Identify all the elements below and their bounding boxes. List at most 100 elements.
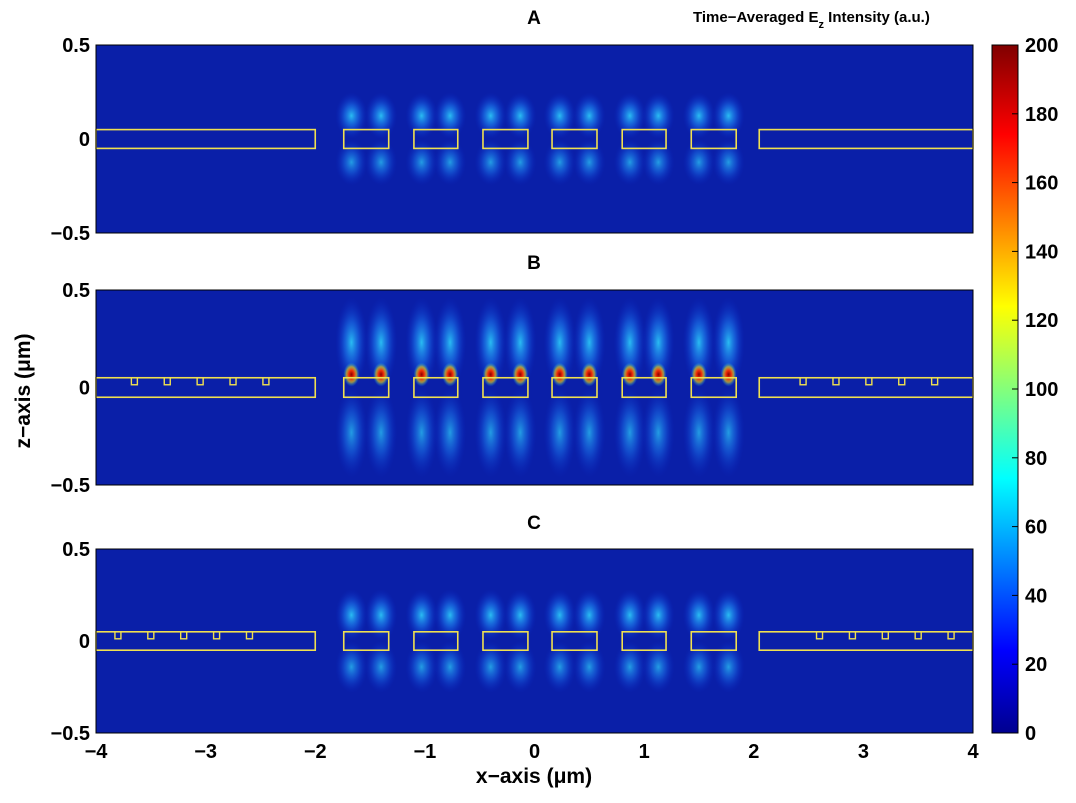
y-tick-label: 0 — [79, 631, 90, 653]
y-tick-label: −0.5 — [51, 723, 90, 745]
field-lobe-upper — [474, 297, 507, 388]
field-lobe-upper — [613, 297, 646, 388]
y-tick-label: 0.5 — [62, 280, 90, 302]
x-tick-label: 4 — [967, 741, 979, 763]
waveguide-slab — [342, 128, 390, 150]
field-lobe-lower — [613, 387, 646, 478]
field-lobe-lower — [474, 387, 507, 478]
field-lobe-upper — [365, 589, 398, 641]
field-lobe-upper — [642, 297, 675, 388]
grating-notch — [865, 377, 873, 386]
field-lobe-lower — [335, 641, 368, 693]
y-tick-label: −0.5 — [51, 223, 90, 245]
field-intensity — [335, 297, 745, 478]
field-lobe-upper — [682, 589, 715, 641]
panel-frame — [95, 44, 974, 234]
field-lobe-lower — [543, 387, 576, 478]
field-hotspot — [551, 362, 568, 387]
colorbar-tick-label: 160 — [1025, 173, 1058, 195]
field-lobe-upper — [712, 297, 745, 388]
field-lobe-upper — [573, 92, 606, 139]
colorbar-tick-label: 0 — [1025, 723, 1036, 745]
field-lobe-lower — [434, 387, 467, 478]
grating-notch — [163, 377, 171, 386]
field-lobe-upper — [365, 297, 398, 388]
field-lobe-upper — [642, 589, 675, 641]
panel-frame — [95, 548, 974, 734]
field-lobe-lower — [335, 139, 368, 186]
field-lobe-lower — [474, 139, 507, 186]
waveguide-slab — [413, 376, 459, 399]
field-lobe-lower — [405, 641, 438, 693]
waveguide-slab — [690, 128, 738, 150]
grating-notch — [114, 631, 122, 640]
waveguide-slab — [551, 376, 598, 399]
panels-group: 0.5 0 −0.5 0.5 0 −0.5 0.5 0 −0.5 — [51, 35, 974, 745]
field-hotspot — [482, 362, 499, 387]
colorbar-tick-label: 80 — [1025, 448, 1047, 470]
field-lobe-lower — [543, 641, 576, 693]
y-tick-label: −0.5 — [51, 475, 90, 497]
y-tick-label: 0 — [79, 129, 90, 151]
field-lobe-lower — [642, 139, 675, 186]
grating-notch — [914, 631, 922, 640]
colorbar-tick-label: 200 — [1025, 35, 1058, 57]
field-lobe-lower — [335, 387, 368, 478]
waveguide-slab — [342, 630, 390, 651]
grating-notch — [245, 631, 254, 640]
field-lobe-upper — [682, 92, 715, 139]
field-lobe-upper — [613, 92, 646, 139]
field-lobe-upper — [504, 589, 537, 641]
field-lobe-upper — [543, 92, 576, 139]
field-hotspot — [413, 362, 430, 387]
field-hotspot — [581, 362, 598, 387]
colorbar-tick-label: 100 — [1025, 379, 1058, 401]
waveguide-slab — [413, 630, 459, 651]
field-lobe-lower — [543, 139, 576, 186]
field-hotspot — [650, 362, 667, 387]
field-hotspot — [343, 362, 360, 387]
panel-frame — [95, 289, 974, 486]
field-lobe-upper — [504, 92, 537, 139]
field-lobe-lower — [613, 641, 646, 693]
field-hotspot — [690, 362, 707, 387]
field-lobe-upper — [573, 589, 606, 641]
field-lobe-upper — [405, 297, 438, 388]
grating-notch — [898, 377, 906, 386]
panel-background — [96, 549, 973, 733]
field-lobe-lower — [613, 139, 646, 186]
field-lobe-upper — [474, 92, 507, 139]
colorbar-tick-label: 40 — [1025, 585, 1047, 607]
field-lobe-upper — [682, 297, 715, 388]
waveguide-slab — [482, 128, 529, 150]
x-tick-label: 0 — [529, 741, 540, 763]
x-tick-label: −1 — [413, 741, 436, 763]
waveguide-slab — [621, 128, 667, 150]
field-intensity — [335, 589, 745, 693]
grating-notch — [832, 377, 840, 386]
field-lobe-lower — [682, 387, 715, 478]
waveguide-slab — [482, 376, 529, 399]
field-hotspot — [512, 362, 529, 387]
grating-notch — [147, 631, 155, 640]
y-tick-label: 0 — [79, 378, 90, 400]
field-lobe-upper — [335, 92, 368, 139]
field-hotspot — [373, 362, 390, 387]
field-lobe-lower — [573, 641, 606, 693]
waveguide-slab — [482, 630, 529, 651]
grating-notch — [179, 631, 188, 640]
field-lobe-lower — [434, 641, 467, 693]
field-lobe-lower — [504, 387, 537, 478]
grating-notch — [947, 631, 955, 640]
x-tick-labels: −4 −3 −2 −1 0 1 2 3 4 — [85, 741, 980, 763]
grating-notch — [881, 631, 889, 640]
colorbar-ticks: 0 20 40 60 80 100 120 140 160 180 200 — [1012, 35, 1058, 745]
field-lobe-lower — [365, 139, 398, 186]
x-tick-label: −4 — [85, 741, 109, 763]
waveguide-slab — [551, 630, 598, 651]
field-lobe-upper — [434, 589, 467, 641]
field-lobe-upper — [335, 297, 368, 388]
chart-title: Time−Averaged Ez Intensity (a.u.) — [693, 9, 930, 31]
field-lobe-lower — [573, 139, 606, 186]
